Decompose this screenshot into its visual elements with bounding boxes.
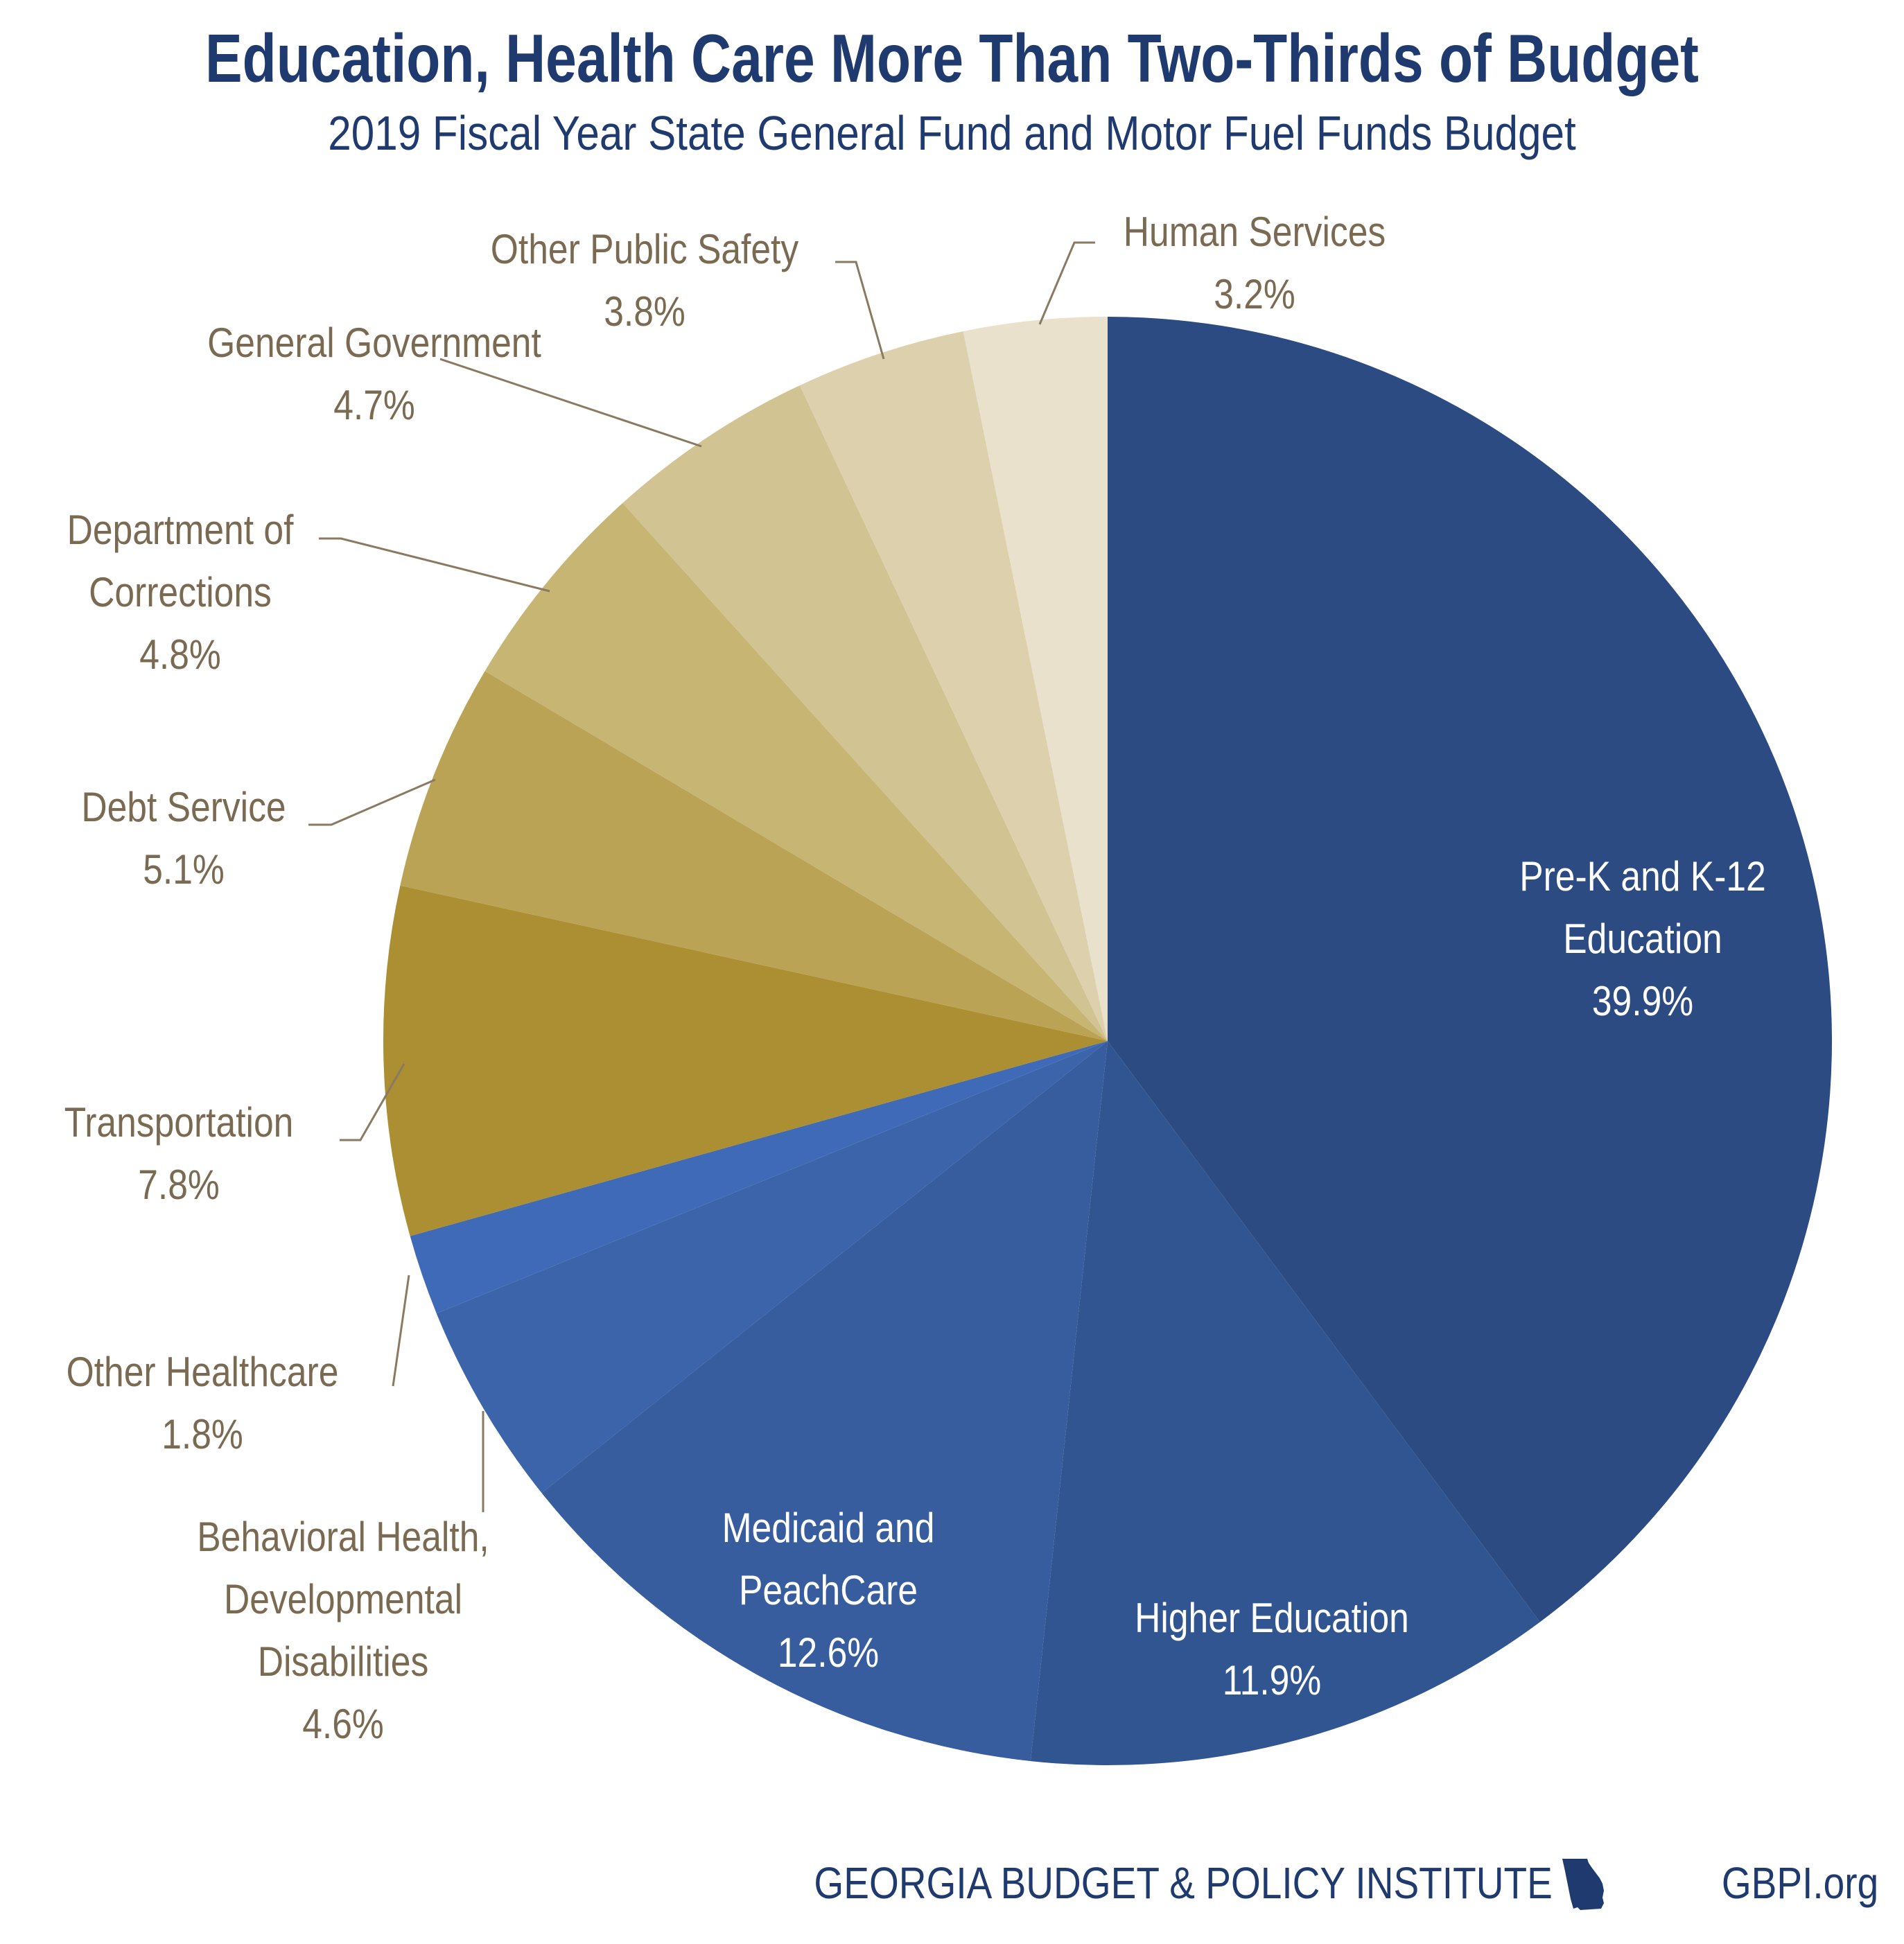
slice-name-label: Other Public Safety: [491, 225, 798, 272]
slice-name-label: Education: [1563, 915, 1722, 962]
pie-slices: [383, 317, 1833, 1766]
slice-value-label: 1.8%: [161, 1410, 243, 1457]
pie-slice-4: [436, 1041, 1108, 1494]
slice-name-label: Behavioral Health,: [197, 1513, 489, 1560]
slice-value-label: 12.6%: [778, 1629, 879, 1676]
pie-slice-2: [1030, 1041, 1540, 1766]
pie-slice-3: [541, 1041, 1108, 1762]
slice-name-label: General Government: [207, 319, 541, 366]
pie-slice-10: [799, 331, 1108, 1042]
slice-label-8: Department of Corrections 4.8%: [67, 506, 294, 678]
slice-value-label: 4.8%: [139, 631, 221, 678]
leader-lines: [308, 241, 1095, 1512]
slice-name-label: Higher Education: [1135, 1594, 1409, 1641]
slice-label-4: Behavioral Health, Developmental Disabilit…: [197, 1513, 489, 1747]
slice-value-label: 7.8%: [138, 1161, 220, 1208]
slice-label-1: Pre-K and K-12 Education 39.9%: [1519, 852, 1766, 1024]
slice-name-label: Human Services: [1124, 208, 1386, 255]
pie-slice-9: [622, 385, 1108, 1041]
georgia-state-icon: [1562, 1859, 1604, 1910]
slice-value-label: 3.2%: [1214, 270, 1295, 317]
footer-organization: GEORGIA BUDGET & POLICY INSTITUTE: [814, 1858, 1553, 1908]
leader-line-5: [392, 1275, 410, 1387]
slice-labels: Pre-K and K-12 Education 39.9% Higher Educa…: [64, 208, 1766, 1747]
slice-value-label: 39.9%: [1592, 977, 1693, 1024]
footer-website[interactable]: GBPI.org: [1721, 1858, 1878, 1908]
slice-value-label: 5.1%: [143, 846, 225, 893]
leader-line-8: [319, 537, 550, 593]
slice-name-label: Transportation: [64, 1098, 294, 1146]
slice-label-7: Debt Service 5.1%: [81, 783, 286, 893]
leader-line-7: [308, 778, 436, 826]
leader-line-10: [835, 261, 885, 360]
slice-value-label: 11.9%: [1223, 1656, 1321, 1704]
slice-name-label: Pre-K and K-12: [1519, 852, 1766, 900]
slice-name-label: Department of: [67, 506, 294, 553]
pie-slice-7: [400, 671, 1108, 1041]
pie-slice-5: [410, 1041, 1108, 1314]
pie-slice-1: [1108, 317, 1833, 1622]
slice-label-5: Other Healthcare 1.8%: [67, 1348, 339, 1457]
slice-value-label: 4.6%: [302, 1700, 384, 1747]
slice-name-label: Debt Service: [81, 783, 286, 830]
slice-label-10: Other Public Safety 3.8%: [491, 225, 798, 335]
slice-label-6: Transportation 7.8%: [64, 1098, 294, 1208]
chart-title: Education, Health Care More Than Two-Thi…: [205, 20, 1699, 96]
footer: GEORGIA BUDGET & POLICY INSTITUTE GBPI.o…: [814, 1857, 1878, 1913]
slice-label-11: Human Services 3.2%: [1124, 208, 1386, 317]
slice-label-9: General Government 4.7%: [207, 319, 541, 428]
slice-name-label: Disabilities: [258, 1638, 429, 1685]
pie-slice-8: [484, 502, 1108, 1041]
slice-name-label: Developmental: [224, 1575, 462, 1622]
leader-line-9: [439, 358, 702, 448]
leader-line-11: [1038, 241, 1095, 325]
slice-label-2: Higher Education 11.9%: [1135, 1594, 1409, 1704]
slice-name-label: Medicaid and: [722, 1504, 935, 1551]
chart-subtitle: 2019 Fiscal Year State General Fund and …: [328, 106, 1576, 160]
slice-name-label: Other Healthcare: [67, 1348, 339, 1395]
pie-slice-6: [383, 885, 1108, 1236]
slice-value-label: 3.8%: [604, 288, 685, 335]
slice-name-label: PeachCare: [739, 1566, 918, 1613]
slice-label-3: Medicaid and PeachCare 12.6%: [722, 1504, 935, 1676]
pie-slice-11: [963, 317, 1108, 1041]
leader-line-6: [340, 1063, 405, 1141]
slice-value-label: 4.7%: [333, 381, 415, 428]
slice-name-label: Corrections: [89, 568, 272, 615]
